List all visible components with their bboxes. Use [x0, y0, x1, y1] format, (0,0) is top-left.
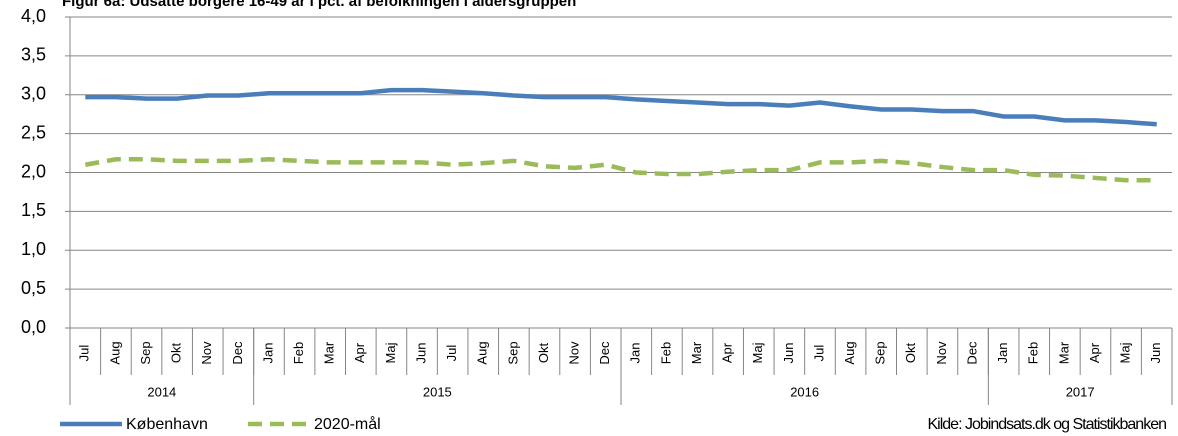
- y-tick-label: 3,5: [21, 45, 46, 65]
- x-tick-label: Maj: [1118, 342, 1133, 363]
- x-tick-label: Sep: [873, 341, 888, 364]
- x-tick-label: Sep: [505, 341, 520, 364]
- x-tick-label: Mar: [689, 341, 704, 364]
- x-tick-label: Nov: [199, 341, 214, 365]
- y-tick-label: 4,0: [21, 6, 46, 26]
- x-tick-label: Jan: [995, 343, 1010, 364]
- x-tick-label: Jun: [781, 343, 796, 364]
- x-tick-label: Dec: [964, 341, 979, 365]
- x-tick-label: Sep: [138, 341, 153, 364]
- x-tick-label: Aug: [842, 341, 857, 364]
- x-tick-label: Apr: [720, 342, 735, 363]
- legend-label: 2020-mål: [314, 415, 381, 433]
- series-line: [84, 157, 1157, 183]
- x-tick-label: Nov: [567, 341, 582, 365]
- group-label: 2016: [790, 384, 819, 399]
- x-tick-label: Apr: [1087, 342, 1102, 363]
- group-label: 2017: [1066, 384, 1095, 399]
- x-tick-label: Aug: [107, 341, 122, 364]
- x-tick-label: Feb: [658, 342, 673, 364]
- x-tick-label: Aug: [475, 341, 490, 364]
- x-tick-label: Dec: [597, 341, 612, 365]
- legend-label: København: [126, 416, 208, 433]
- x-tick-label: Feb: [291, 342, 306, 364]
- x-tick-label: Apr: [352, 342, 367, 363]
- x-tick-label: Okt: [903, 343, 918, 364]
- x-tick-label: Maj: [750, 342, 765, 363]
- series-line: [85, 87, 1157, 127]
- x-tick-label: Jun: [413, 343, 428, 364]
- x-tick-label: Jul: [77, 345, 92, 362]
- y-tick-label: 0,5: [21, 278, 46, 298]
- y-tick-label: 1,0: [21, 239, 46, 259]
- x-tick-label: Okt: [169, 343, 184, 364]
- chart-title: Figur 6a: Udsatte borgere 16-49 år i pct…: [62, 0, 576, 10]
- y-tick-label: 3,0: [21, 84, 46, 104]
- group-label: 2014: [147, 384, 176, 399]
- x-tick-label: Mar: [1056, 341, 1071, 364]
- x-tick-label: Maj: [383, 342, 398, 363]
- y-tick-label: 1,5: [21, 200, 46, 220]
- x-tick-label: Jul: [811, 345, 826, 362]
- y-tick-label: 2,5: [21, 122, 46, 142]
- x-tick-label: Okt: [536, 343, 551, 364]
- x-tick-label: Nov: [934, 341, 949, 365]
- x-tick-label: Jan: [628, 343, 643, 364]
- x-tick-label: Jun: [1148, 343, 1163, 364]
- source: Kilde: Jobindsats.dk og Statistikbanken: [928, 416, 1167, 433]
- y-tick-label: 0,0: [21, 317, 46, 337]
- x-tick-label: Jan: [260, 343, 275, 364]
- x-tick-label: Feb: [1026, 342, 1041, 364]
- x-tick-label: Jul: [444, 345, 459, 362]
- group-label: 2015: [423, 384, 452, 399]
- x-tick-label: Mar: [322, 341, 337, 364]
- y-tick-label: 2,0: [21, 161, 46, 181]
- x-tick-label: Dec: [230, 341, 245, 365]
